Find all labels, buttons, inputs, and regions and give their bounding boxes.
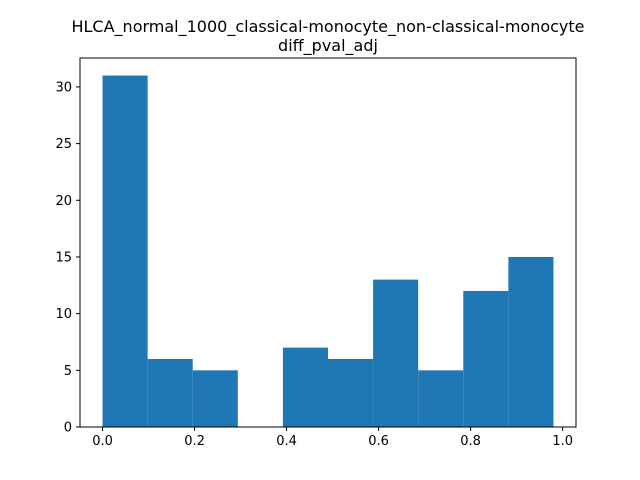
x-tick-label: 0.0 <box>92 434 113 449</box>
axes-group: 0.0 0.2 0.4 0.6 0.8 1.0 0 5 10 15 20 25 30 <box>55 57 577 449</box>
histogram-bar-8 <box>463 290 509 427</box>
histogram-bar-6 <box>373 279 419 427</box>
x-tick-label: 0.2 <box>184 434 205 449</box>
bars-group <box>102 75 554 428</box>
chart-title: HLCA_normal_1000_classical-monocyte_non-… <box>71 17 584 37</box>
histogram-bar-1 <box>147 358 193 427</box>
y-tick-label: 20 <box>55 194 72 209</box>
x-tick-label: 1.0 <box>552 434 573 449</box>
y-tick-label: 30 <box>55 80 72 95</box>
y-tick-label: 5 <box>64 364 72 379</box>
x-tick-label: 0.8 <box>460 434 481 449</box>
histogram-bar-5 <box>328 358 374 427</box>
histogram-bar-9 <box>508 256 554 427</box>
histogram-bar-0 <box>102 75 148 428</box>
y-tick-label: 0 <box>64 421 72 436</box>
y-tick-label: 10 <box>55 307 72 322</box>
histogram-bar-4 <box>282 347 328 427</box>
y-tick-label: 25 <box>55 137 72 152</box>
chart-subtitle: diff_pval_adj <box>278 36 378 56</box>
x-tick-label: 0.6 <box>368 434 389 449</box>
x-tick-label: 0.4 <box>276 434 297 449</box>
histogram-bar-7 <box>418 370 464 427</box>
plot-frame <box>79 57 577 428</box>
histogram-bar-2 <box>192 370 238 427</box>
y-tick-label: 15 <box>55 250 72 265</box>
